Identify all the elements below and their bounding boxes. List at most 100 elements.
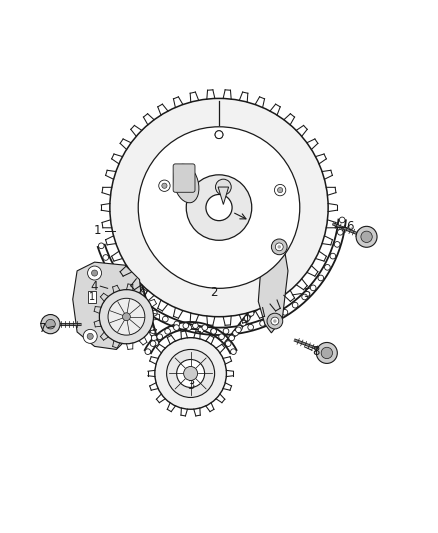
Circle shape xyxy=(230,349,236,354)
Circle shape xyxy=(307,237,312,242)
Circle shape xyxy=(272,239,287,255)
Text: 4: 4 xyxy=(91,280,98,293)
Circle shape xyxy=(150,341,156,346)
Circle shape xyxy=(174,321,180,327)
Circle shape xyxy=(276,243,283,251)
Circle shape xyxy=(264,290,269,296)
Circle shape xyxy=(152,335,157,341)
Circle shape xyxy=(267,313,283,329)
Circle shape xyxy=(157,334,162,340)
Circle shape xyxy=(92,270,98,276)
Circle shape xyxy=(109,266,114,271)
Circle shape xyxy=(291,256,297,262)
Circle shape xyxy=(361,231,372,243)
Circle shape xyxy=(184,367,198,381)
Circle shape xyxy=(314,227,320,232)
Circle shape xyxy=(88,266,102,280)
Circle shape xyxy=(138,127,300,288)
Circle shape xyxy=(123,313,131,321)
Circle shape xyxy=(141,301,146,306)
Circle shape xyxy=(99,243,104,249)
Circle shape xyxy=(256,301,261,306)
Circle shape xyxy=(129,261,134,267)
Circle shape xyxy=(260,296,265,301)
Circle shape xyxy=(321,348,332,359)
Ellipse shape xyxy=(173,164,199,203)
Circle shape xyxy=(173,325,179,330)
Circle shape xyxy=(233,330,238,336)
Circle shape xyxy=(147,320,152,326)
Circle shape xyxy=(299,246,304,252)
Circle shape xyxy=(278,188,283,193)
Polygon shape xyxy=(218,187,229,205)
Text: 6: 6 xyxy=(346,220,354,233)
Circle shape xyxy=(99,289,153,344)
Circle shape xyxy=(145,349,151,354)
Circle shape xyxy=(162,183,167,188)
Circle shape xyxy=(150,330,155,336)
Circle shape xyxy=(87,333,93,340)
Circle shape xyxy=(124,246,130,252)
Circle shape xyxy=(141,303,147,309)
Circle shape xyxy=(115,276,121,282)
Circle shape xyxy=(283,266,289,272)
Circle shape xyxy=(215,131,223,139)
Circle shape xyxy=(271,316,277,321)
Circle shape xyxy=(130,266,136,272)
Circle shape xyxy=(236,327,241,333)
Circle shape xyxy=(226,341,231,346)
Circle shape xyxy=(244,316,250,321)
Circle shape xyxy=(271,317,279,325)
Circle shape xyxy=(166,350,215,398)
Circle shape xyxy=(46,319,55,329)
Circle shape xyxy=(118,227,124,232)
Circle shape xyxy=(240,320,246,326)
Circle shape xyxy=(193,323,198,328)
Circle shape xyxy=(120,231,125,237)
Circle shape xyxy=(186,325,192,330)
Circle shape xyxy=(103,255,109,260)
Text: 5: 5 xyxy=(303,287,310,300)
Circle shape xyxy=(145,316,151,321)
Circle shape xyxy=(133,276,139,281)
Circle shape xyxy=(108,298,145,335)
Circle shape xyxy=(177,359,205,387)
Circle shape xyxy=(159,180,170,191)
Circle shape xyxy=(138,290,143,296)
Circle shape xyxy=(153,340,159,346)
Circle shape xyxy=(127,256,133,262)
Circle shape xyxy=(134,281,140,287)
Circle shape xyxy=(142,305,148,311)
Circle shape xyxy=(316,343,337,364)
Circle shape xyxy=(123,286,129,292)
Circle shape xyxy=(132,295,138,301)
Circle shape xyxy=(211,328,216,334)
Circle shape xyxy=(302,294,307,300)
Circle shape xyxy=(110,99,328,317)
Circle shape xyxy=(162,316,168,322)
Circle shape xyxy=(287,261,293,267)
Circle shape xyxy=(311,285,316,290)
Circle shape xyxy=(237,325,242,331)
Circle shape xyxy=(225,340,230,346)
Circle shape xyxy=(215,131,223,139)
Circle shape xyxy=(136,286,142,292)
Circle shape xyxy=(229,335,234,341)
Text: 7: 7 xyxy=(39,322,46,335)
Polygon shape xyxy=(258,237,288,333)
Text: 8: 8 xyxy=(312,345,320,358)
Circle shape xyxy=(186,175,252,240)
Circle shape xyxy=(121,237,127,242)
Circle shape xyxy=(337,229,343,235)
Circle shape xyxy=(83,329,97,343)
Circle shape xyxy=(41,314,60,334)
Text: 1: 1 xyxy=(89,292,95,302)
Text: 2: 2 xyxy=(210,286,218,299)
Circle shape xyxy=(325,264,330,270)
Circle shape xyxy=(248,325,254,330)
Circle shape xyxy=(279,271,285,277)
Circle shape xyxy=(183,323,189,328)
Circle shape xyxy=(295,251,300,257)
Circle shape xyxy=(334,241,340,247)
Circle shape xyxy=(219,334,224,340)
